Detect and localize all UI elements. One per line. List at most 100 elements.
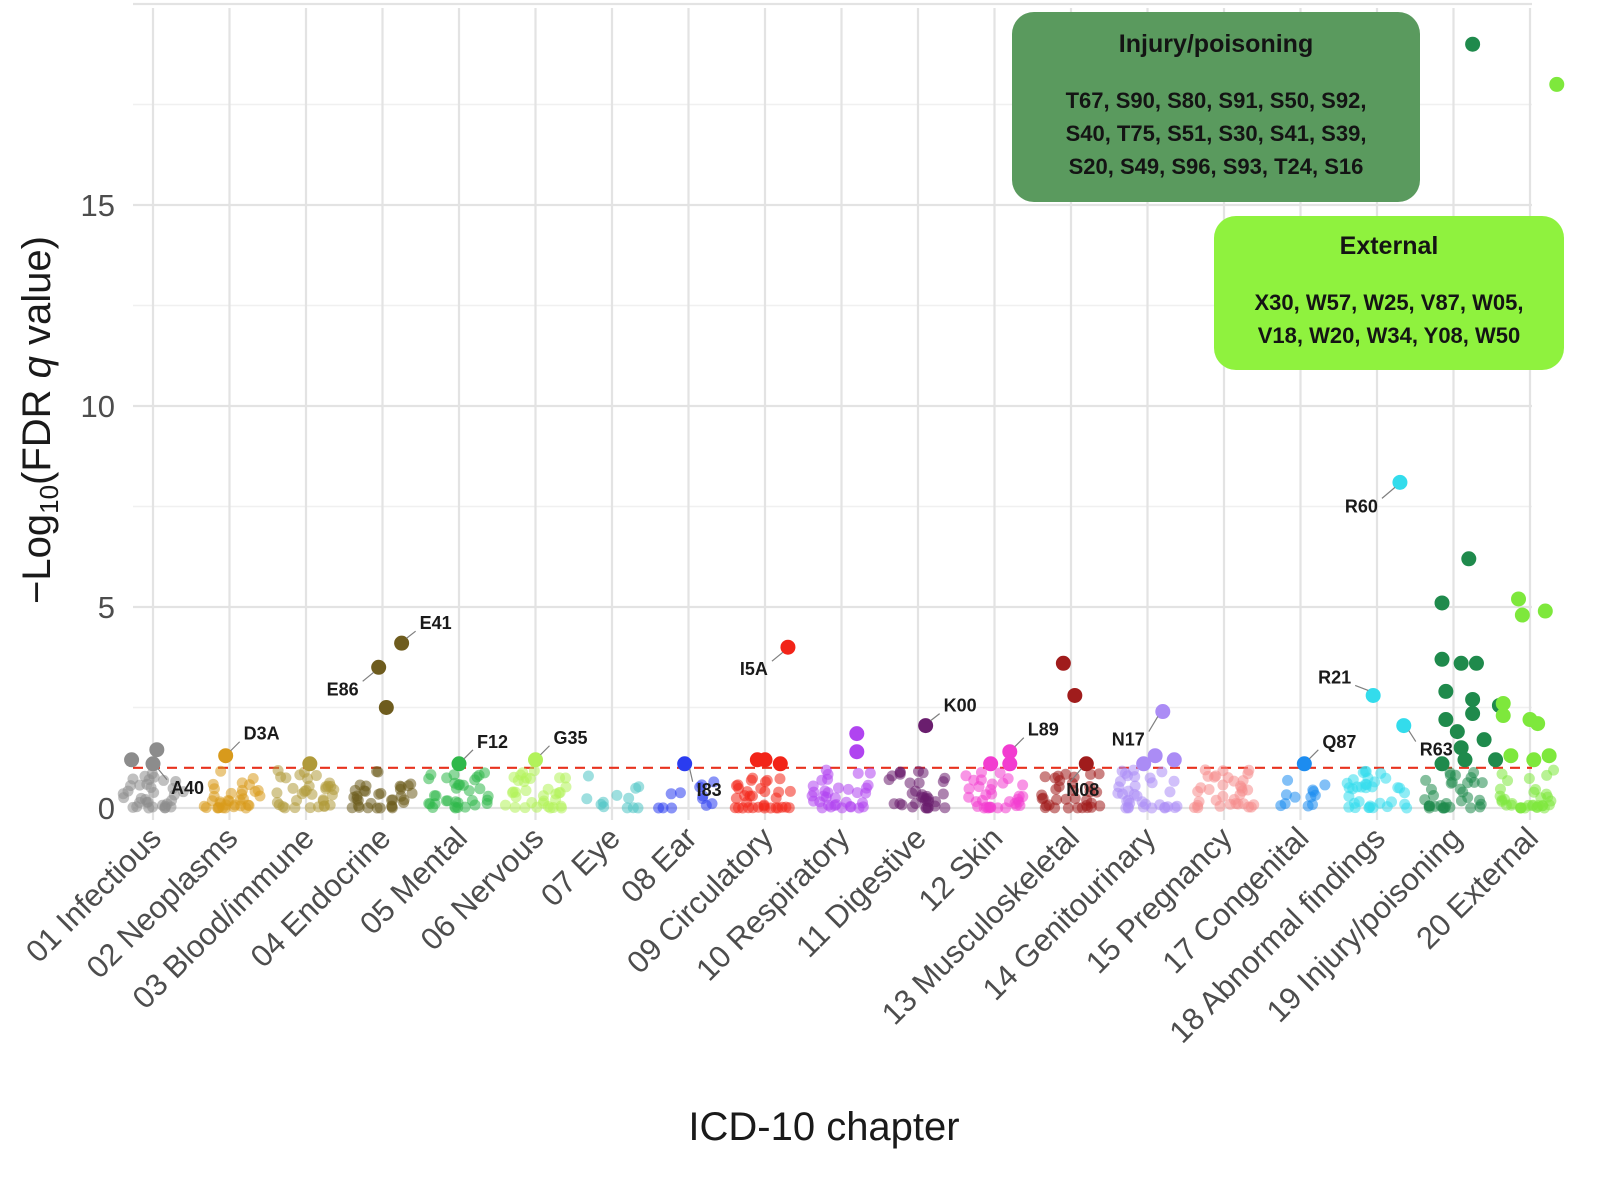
- data-point: [1280, 789, 1292, 801]
- significant-data-point: [1514, 607, 1530, 623]
- data-point: [1039, 771, 1051, 783]
- data-point: [1307, 799, 1319, 811]
- data-point: [1454, 783, 1466, 795]
- data-point: [236, 788, 248, 800]
- data-point: [459, 801, 471, 813]
- data-point: [976, 794, 988, 806]
- data-point: [819, 785, 831, 797]
- code-label: Q87: [1322, 732, 1356, 752]
- x-category-label: 07 Eye: [534, 820, 627, 913]
- code-label-connector: [1408, 730, 1417, 742]
- data-point: [1289, 791, 1301, 803]
- significant-data-point: [1465, 691, 1481, 707]
- significant-data-point: [757, 752, 773, 768]
- data-point: [125, 780, 137, 792]
- data-point: [1440, 797, 1452, 809]
- significant-data-point: [1503, 748, 1519, 764]
- annotation-box-line: T67, S90, S80, S91, S50, S92,: [1066, 88, 1367, 113]
- data-point: [741, 796, 753, 808]
- annotation-box: External X30, W57, W25, V87, W05, V18, W20…: [1214, 216, 1564, 370]
- data-point: [975, 766, 987, 778]
- code-label-connector: [406, 630, 416, 639]
- data-point: [1399, 787, 1411, 799]
- significant-data-point: [1461, 551, 1477, 567]
- data-point: [1169, 802, 1181, 814]
- data-point: [1039, 802, 1051, 814]
- data-point: [553, 787, 565, 799]
- data-point: [581, 793, 593, 805]
- data-point: [1193, 796, 1205, 808]
- data-point: [1072, 802, 1084, 814]
- data-point: [158, 774, 170, 786]
- background-points: [117, 764, 1560, 814]
- significant-data-point: [124, 752, 140, 768]
- data-point: [289, 802, 301, 814]
- annotation-box-title: Injury/poisoning: [1119, 30, 1313, 58]
- data-point: [1476, 777, 1488, 789]
- data-point: [134, 796, 146, 808]
- data-point: [1051, 794, 1063, 806]
- data-point: [822, 768, 834, 780]
- data-point: [365, 797, 377, 809]
- significant-data-point: [302, 756, 318, 772]
- significant-data-point: [149, 742, 165, 758]
- data-point: [1248, 799, 1260, 811]
- data-point: [816, 802, 828, 814]
- data-point: [528, 765, 540, 777]
- data-point: [851, 787, 863, 799]
- significant-data-point: [1434, 651, 1450, 667]
- data-point: [247, 772, 259, 784]
- y-axis-title: −Log10(FDR q value): [15, 236, 64, 604]
- data-point: [747, 772, 759, 784]
- significant-data-point: [772, 756, 788, 772]
- data-point: [177, 786, 189, 798]
- code-label-connector: [463, 749, 474, 760]
- data-point: [913, 777, 925, 789]
- data-point: [1085, 768, 1097, 780]
- data-point: [507, 786, 519, 798]
- code-label-connector: [930, 713, 941, 722]
- data-point: [1137, 801, 1149, 813]
- data-point: [806, 790, 818, 802]
- data-point: [1423, 800, 1435, 812]
- code-label-connector: [689, 768, 694, 782]
- data-point: [1425, 783, 1437, 795]
- data-point: [694, 781, 706, 793]
- data-point: [1522, 799, 1534, 811]
- data-point: [1309, 789, 1321, 801]
- data-point: [208, 783, 220, 795]
- code-label: R21: [1318, 667, 1351, 687]
- data-point: [937, 788, 949, 800]
- data-point: [1506, 797, 1518, 809]
- data-point: [627, 802, 639, 814]
- significant-data-point: [1465, 706, 1481, 722]
- data-point: [148, 771, 160, 783]
- data-point: [780, 801, 792, 813]
- data-point: [517, 767, 529, 779]
- code-label-connector: [362, 671, 375, 682]
- significant-data-point: [918, 718, 934, 734]
- data-point: [836, 802, 848, 814]
- data-point: [1279, 798, 1291, 810]
- data-point: [375, 787, 387, 799]
- y-tick-label: 5: [98, 590, 115, 625]
- significant-data-point: [1537, 603, 1553, 619]
- data-point: [1319, 779, 1331, 791]
- data-point: [148, 787, 160, 799]
- data-point: [1156, 766, 1168, 778]
- annotation-box-title: External: [1340, 232, 1439, 260]
- data-point: [1420, 774, 1432, 786]
- data-point: [1540, 788, 1552, 800]
- y-tick-label: 15: [81, 188, 115, 223]
- significant-data-point: [1296, 756, 1312, 772]
- data-point: [733, 783, 745, 795]
- data-point: [215, 765, 227, 777]
- data-point: [732, 802, 744, 814]
- data-point: [117, 788, 129, 800]
- data-point: [1237, 775, 1249, 787]
- data-point: [697, 793, 709, 805]
- data-point: [1224, 798, 1236, 810]
- significant-data-point: [677, 756, 693, 772]
- data-point: [1449, 769, 1461, 781]
